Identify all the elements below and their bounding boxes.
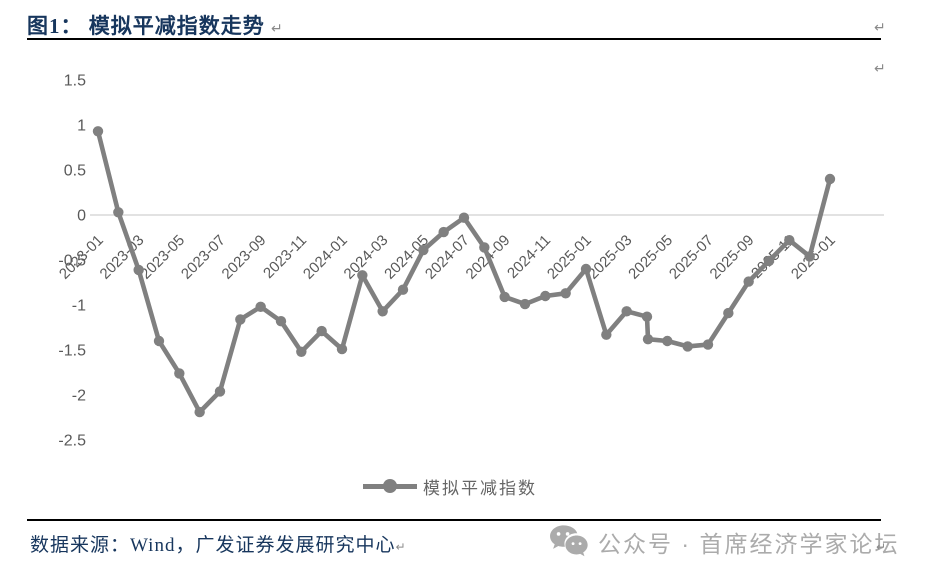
data-point-marker: [641, 311, 653, 322]
x-axis-tick-label: 2025-03: [585, 232, 636, 283]
data-point-marker: [763, 255, 775, 267]
data-point-marker: [255, 301, 266, 312]
y-axis-tick-label: 1.5: [64, 73, 86, 90]
data-point-marker: [174, 368, 185, 379]
legend-series-label: 模拟平减指数: [423, 478, 537, 498]
x-axis-tick-label: 2023-07: [178, 232, 229, 283]
y-axis-tick-label: -2.5: [58, 433, 86, 450]
data-point-marker: [316, 325, 327, 337]
watermark-text: 公众号 · 首席经济学家论坛: [598, 531, 900, 557]
y-axis-tick-label: 1: [77, 118, 86, 135]
data-point-marker: [397, 284, 409, 295]
chart-legend: 模拟平减指数: [363, 474, 537, 498]
figure-title-text: 图1： 模拟平减指数走势: [27, 14, 265, 38]
y-axis-tick-label: -1.5: [58, 343, 86, 360]
wechat-icon: [550, 525, 588, 557]
data-source-text: 数据来源：Wind，广发证券发展研究中心: [30, 535, 396, 556]
data-point-marker: [296, 346, 307, 357]
x-axis-tick-label: 2023-05: [137, 232, 188, 283]
data-point-marker: [702, 339, 714, 350]
data-point-marker: [723, 307, 734, 319]
paragraph-return-icon: ↵: [271, 21, 283, 37]
x-axis-tick-label: 2025-07: [666, 232, 717, 283]
data-point-marker: [235, 314, 246, 325]
data-point-marker: [479, 242, 490, 253]
data-point-marker: [784, 235, 795, 246]
data-point-marker: [682, 341, 693, 352]
data-point-marker: [275, 316, 287, 327]
data-point-marker: [194, 406, 205, 418]
y-axis-tick-label: 0.5: [64, 163, 86, 180]
page-title: 图1： 模拟平减指数走势 ↵: [27, 10, 881, 40]
y-axis-tick-label: 0: [77, 208, 86, 225]
x-axis-tick-label: 2025-05: [625, 232, 676, 283]
data-point-marker: [377, 306, 388, 317]
data-point-marker: [519, 298, 531, 310]
y-axis-tick-label: -2: [72, 388, 86, 405]
data-point-marker: [662, 335, 673, 347]
data-point-marker: [540, 290, 551, 302]
data-point-marker: [438, 226, 449, 238]
data-point-marker: [642, 334, 654, 345]
paragraph-return-icon: ↵: [395, 540, 406, 554]
data-source-note: 数据来源：Wind，广发证券发展研究中心↵: [30, 530, 406, 557]
data-point-marker: [357, 270, 368, 281]
data-point-marker: [214, 386, 226, 397]
y-axis-tick-label: -0.5: [58, 253, 86, 270]
x-axis-tick-label: 2025-09: [707, 232, 758, 283]
data-point-marker: [153, 335, 165, 347]
paragraph-return-icon: ↵: [874, 61, 886, 77]
data-point-marker: [458, 212, 470, 223]
x-axis-tick-label: 2024-07: [422, 232, 473, 283]
data-point-marker: [743, 276, 754, 287]
data-point-marker: [560, 288, 571, 299]
data-point-marker: [580, 263, 592, 275]
data-point-marker: [804, 251, 815, 262]
paragraph-return-icon: ↵: [874, 20, 886, 36]
paragraph-return-icon: ↵: [876, 540, 887, 554]
data-point-marker: [418, 244, 429, 256]
y-axis-tick-label: -1: [72, 298, 86, 315]
x-axis-tick-label: 2023-09: [219, 232, 270, 283]
data-point-marker: [336, 343, 348, 355]
data-point-marker: [133, 264, 144, 276]
watermark: 公众号 · 首席经济学家论坛: [548, 524, 899, 560]
footer-divider: [27, 519, 881, 521]
data-point-marker: [621, 306, 632, 317]
title-divider: [27, 38, 881, 40]
legend-line-marker-icon: [363, 478, 417, 493]
x-axis-tick-label: 2024-01: [300, 232, 351, 283]
data-point-marker: [92, 126, 104, 137]
x-axis-tick-label: 2024-05: [381, 232, 432, 283]
data-point-marker: [499, 291, 510, 303]
data-point-marker: [824, 173, 836, 185]
data-point-marker: [601, 329, 612, 340]
data-point-marker: [113, 207, 124, 218]
